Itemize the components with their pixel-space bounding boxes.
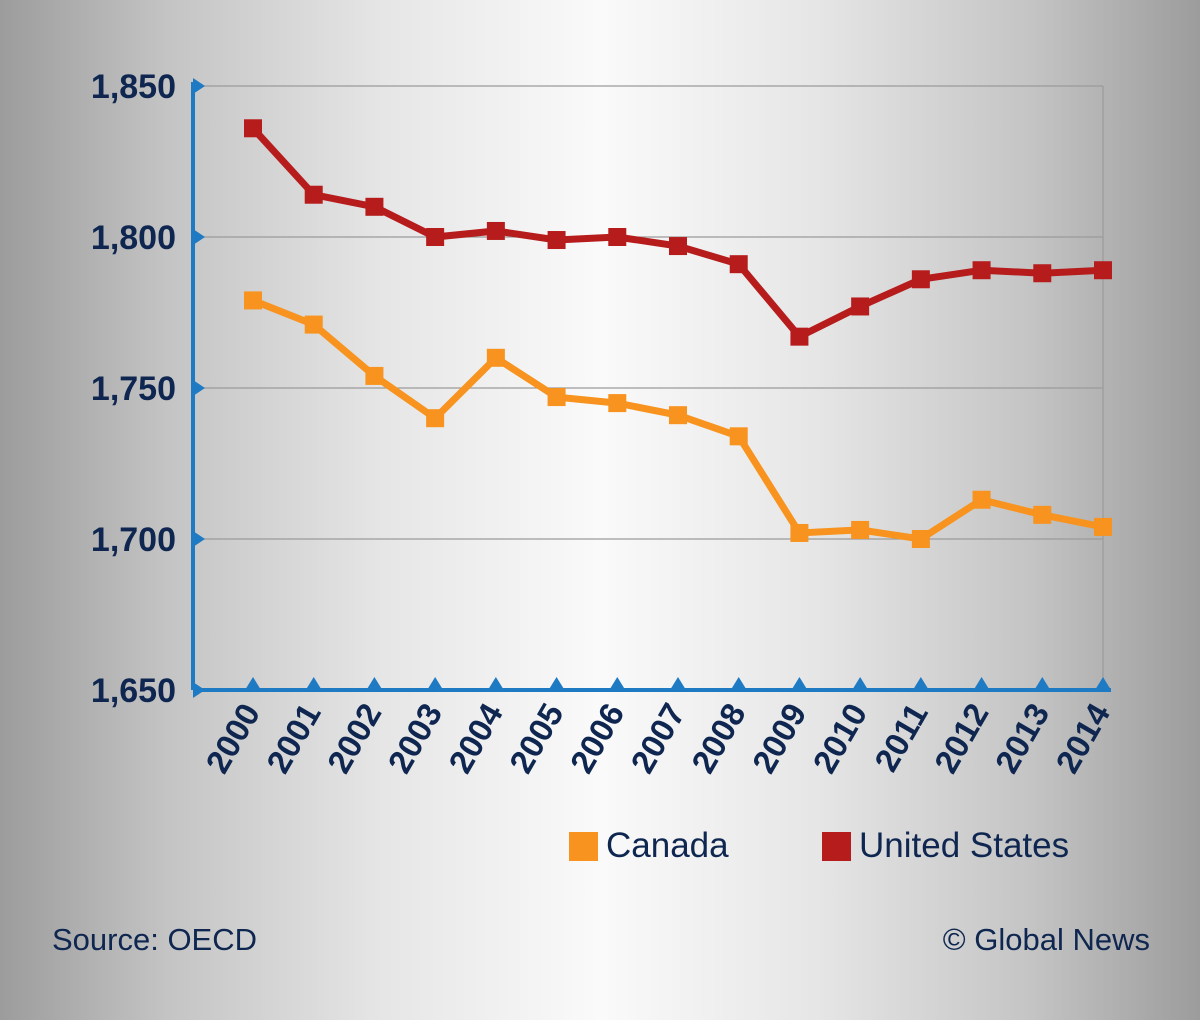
legend-label-united-states: United States [859,826,1070,865]
point-united-states-2013 [1033,264,1052,283]
point-canada-2013 [1033,505,1052,524]
x-tick-label-2002: 2002 [320,697,389,779]
legend-swatch-canada [569,831,598,861]
x-tick-marker-2007 [670,677,686,690]
x-tick-marker-2002 [366,677,383,690]
x-tick-marker-2010 [852,677,869,690]
x-tick-label-2001: 2001 [259,697,328,779]
point-canada-2002 [365,366,384,385]
y-tick-label-1750: 1,750 [91,370,176,408]
point-canada-2010 [851,520,870,539]
legend-swatch-united-states [822,831,851,861]
point-canada-2008 [729,427,748,446]
y-tick-label-1700: 1,700 [91,521,176,559]
credit-note: © Global News [942,922,1150,957]
y-tick-marker-1650 [193,682,205,698]
point-united-states-2000 [244,119,262,138]
x-tick-label-2005: 2005 [502,697,571,779]
x-tick-marker-2014 [1095,677,1111,690]
y-tick-marker-1850 [193,78,205,94]
x-tick-marker-2001 [305,677,322,690]
point-canada-2004 [486,348,505,367]
x-tick-label-2014: 2014 [1048,696,1117,779]
x-tick-label-2008: 2008 [684,697,753,779]
x-tick-label-2013: 2013 [988,697,1057,779]
point-canada-2003 [426,409,445,428]
y-tick-label-1800: 1,800 [91,219,176,257]
source-note: Source: OECD [52,922,258,957]
series-lines [244,119,1112,548]
point-united-states-2004 [486,221,505,240]
x-tick-labels: 2000200120022003200420052006200720082009… [198,696,1117,779]
point-canada-2012 [972,490,991,509]
point-canada-2001 [304,315,323,334]
point-united-states-2002 [365,197,384,216]
legend-item-united-states: United States [822,826,1069,866]
series-line-united-states [250,125,1104,342]
point-canada-2006 [608,394,627,413]
point-canada-2000 [244,291,262,310]
x-tick-marker-2004 [487,677,504,690]
y-tick-marker-1700 [193,531,205,547]
axes [191,78,1111,698]
grid-lines [193,85,1104,690]
point-canada-2007 [669,406,687,425]
x-tick-label-2009: 2009 [745,697,814,779]
legend-item-canada: Canada [569,826,729,866]
y-tick-labels: 1,650 1,700 1,750 1,800 1,850 [91,68,176,710]
y-tick-marker-1750 [193,380,205,396]
point-united-states-2003 [426,228,445,246]
point-united-states-2008 [729,255,748,274]
x-tick-marker-2003 [427,677,444,690]
x-tick-label-2010: 2010 [805,697,874,779]
y-tick-label-1650: 1,650 [91,672,176,710]
x-tick-label-2000: 2000 [198,697,267,779]
point-canada-2011 [911,530,930,548]
point-united-states-2006 [608,228,627,246]
x-tick-marker-2012 [973,677,990,690]
x-tick-marker-2011 [912,677,929,690]
x-tick-label-2012: 2012 [927,697,996,779]
point-canada-2014 [1094,517,1112,536]
x-tick-label-2006: 2006 [563,697,632,779]
point-united-states-2014 [1094,261,1112,280]
point-united-states-2011 [911,270,930,289]
point-united-states-2001 [304,185,323,204]
x-tick-label-2003: 2003 [380,697,449,779]
point-canada-2009 [790,523,809,542]
legend-label-canada: Canada [606,826,729,865]
y-tick-label-1850: 1,850 [91,68,176,106]
x-tick-label-2007: 2007 [623,697,692,779]
point-canada-2005 [547,388,566,407]
x-tick-marker-2000 [245,677,261,690]
x-tick-marker-2009 [791,677,808,690]
x-tick-label-2011: 2011 [867,697,935,778]
point-united-states-2010 [851,297,870,316]
x-tick-marker-2006 [609,677,626,690]
y-tick-marker-1800 [193,229,205,245]
point-united-states-2012 [972,261,991,280]
x-tick-label-2004: 2004 [441,696,510,779]
point-united-states-2005 [547,231,566,250]
x-tick-marker-2005 [548,677,565,690]
x-tick-marker-2013 [1034,677,1051,690]
point-united-states-2009 [790,327,809,346]
x-tick-marker-2008 [730,677,747,690]
point-united-states-2007 [669,237,687,256]
